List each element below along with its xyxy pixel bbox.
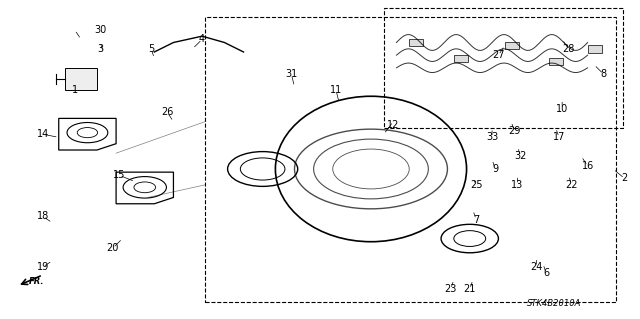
Text: 26: 26 bbox=[161, 107, 173, 117]
Text: 6: 6 bbox=[543, 268, 549, 278]
Bar bbox=[454, 55, 468, 62]
Text: 31: 31 bbox=[285, 69, 298, 79]
Text: 14: 14 bbox=[36, 129, 49, 139]
Text: 11: 11 bbox=[330, 85, 342, 95]
Text: 29: 29 bbox=[508, 126, 520, 136]
Bar bbox=[549, 58, 563, 65]
Text: 30: 30 bbox=[94, 25, 106, 35]
Text: 9: 9 bbox=[492, 164, 499, 174]
Text: 28: 28 bbox=[563, 44, 575, 54]
Text: 7: 7 bbox=[473, 215, 479, 225]
Text: 10: 10 bbox=[556, 104, 568, 114]
Text: 18: 18 bbox=[36, 211, 49, 221]
Text: 12: 12 bbox=[387, 120, 399, 130]
Bar bbox=[505, 42, 519, 49]
Text: 33: 33 bbox=[486, 132, 498, 142]
Text: 23: 23 bbox=[444, 284, 457, 294]
Text: 17: 17 bbox=[553, 132, 565, 142]
Text: 27: 27 bbox=[492, 50, 505, 60]
Bar bbox=[65, 68, 97, 90]
Text: 16: 16 bbox=[582, 161, 594, 171]
Text: 22: 22 bbox=[566, 180, 578, 190]
Text: 21: 21 bbox=[463, 284, 476, 294]
Text: 5: 5 bbox=[148, 44, 154, 54]
Text: 32: 32 bbox=[515, 151, 527, 161]
Text: 13: 13 bbox=[511, 180, 524, 190]
Bar bbox=[588, 45, 602, 53]
Text: 25: 25 bbox=[470, 180, 483, 190]
Text: 19: 19 bbox=[36, 262, 49, 272]
Text: 4: 4 bbox=[199, 34, 205, 44]
Text: STK4B2010A: STK4B2010A bbox=[527, 299, 581, 308]
Text: 1: 1 bbox=[72, 85, 77, 95]
Text: 20: 20 bbox=[107, 243, 119, 253]
Text: 15: 15 bbox=[113, 170, 125, 180]
Text: 8: 8 bbox=[600, 69, 607, 79]
Text: FR.: FR. bbox=[29, 277, 44, 286]
Bar bbox=[409, 39, 423, 46]
Text: 24: 24 bbox=[531, 262, 543, 272]
Text: 2: 2 bbox=[621, 174, 628, 183]
Text: 3: 3 bbox=[97, 44, 103, 54]
